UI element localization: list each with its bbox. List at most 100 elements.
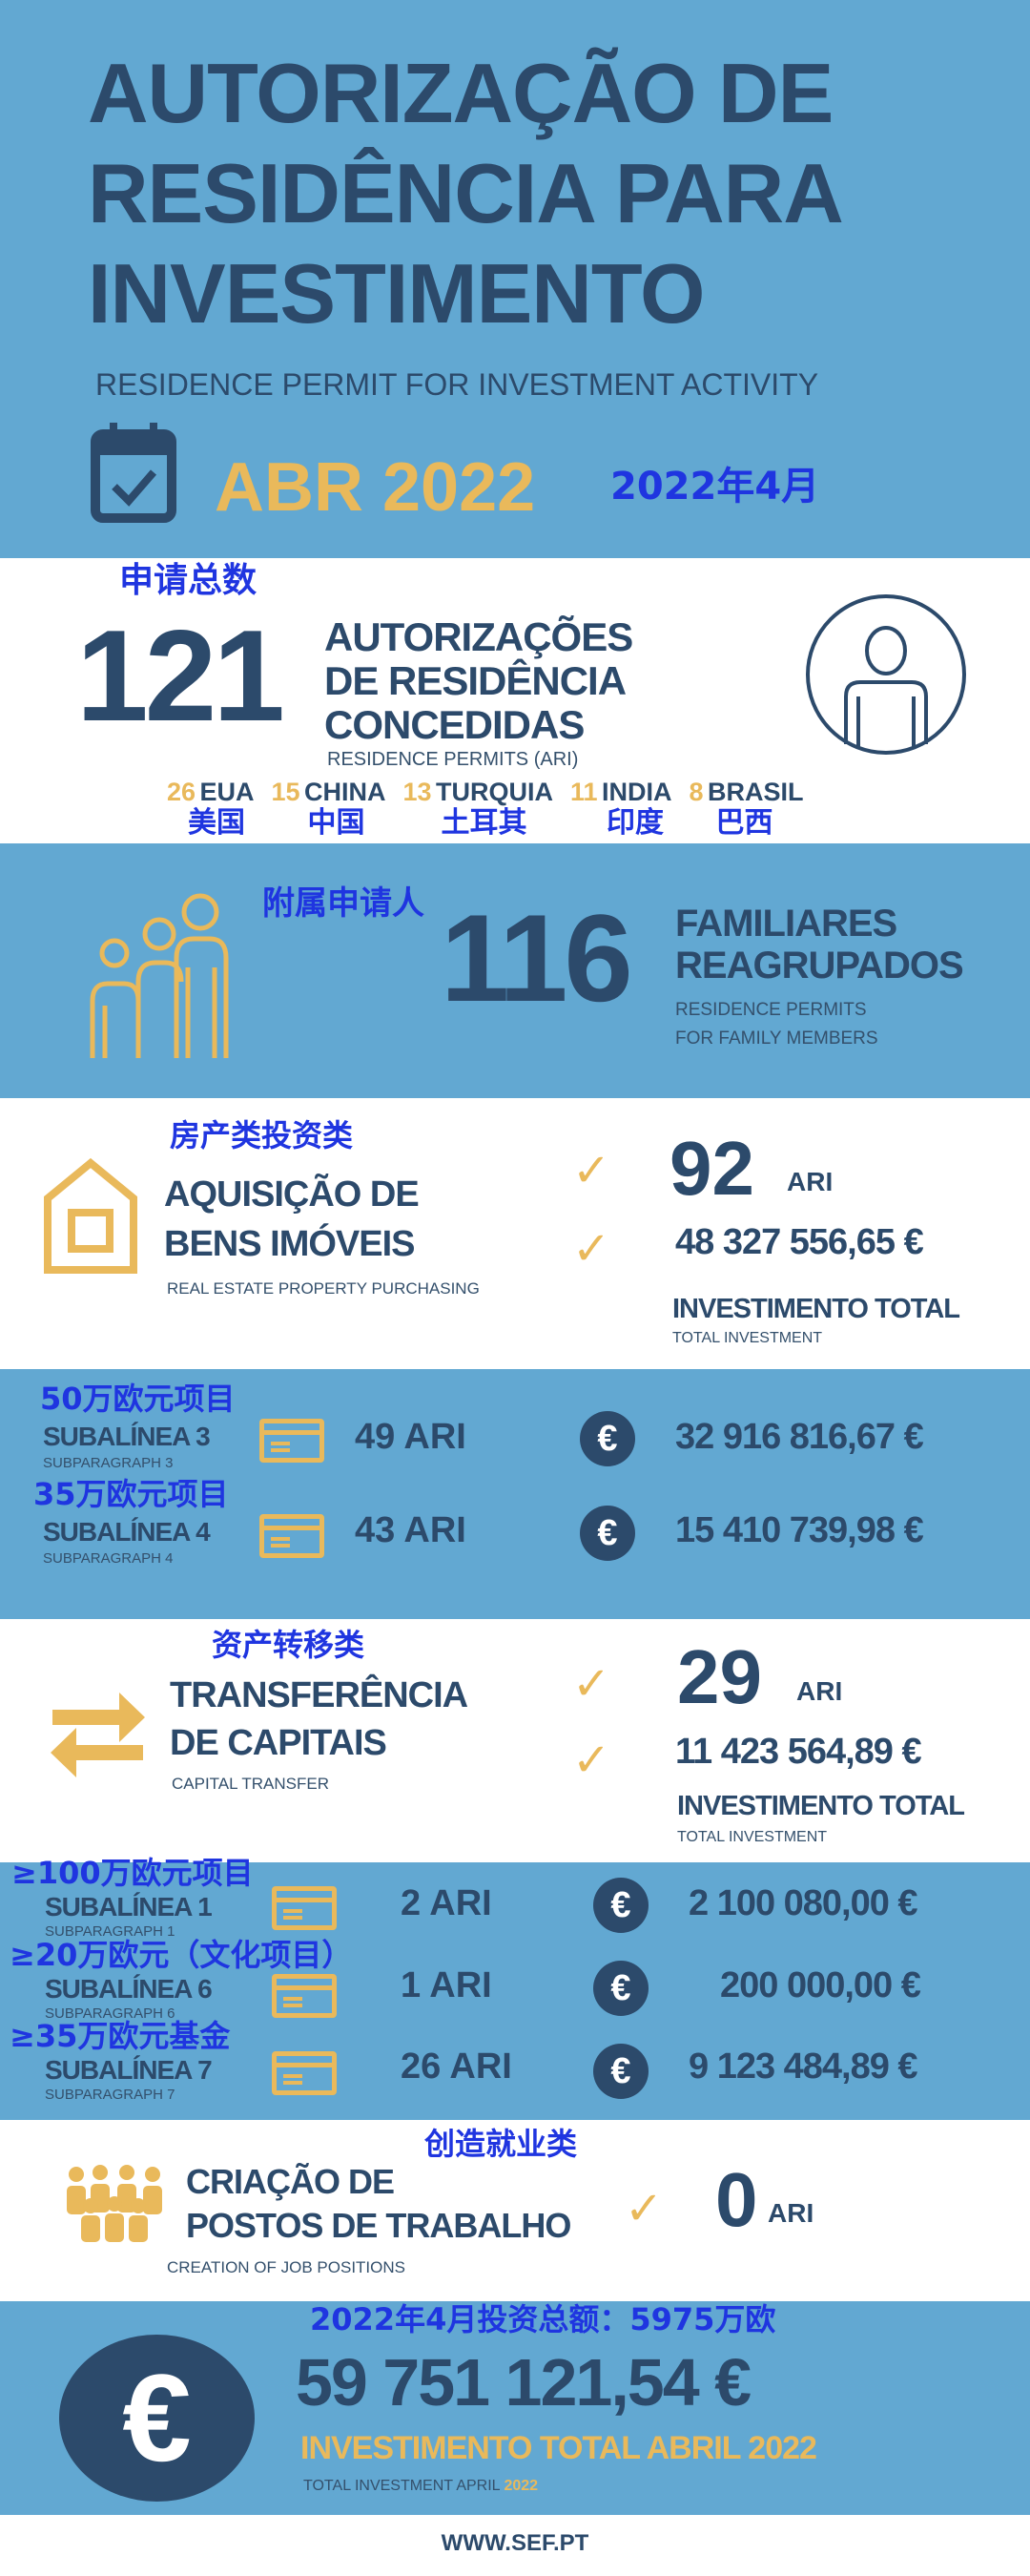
row-name: SUBALÍNEA 6 [45,1974,213,2004]
euro-icon: € [593,1961,649,2016]
capital-title: TRANSFERÊNCIA DE CAPITAIS [170,1672,468,1767]
family-section: 附属申请人 116 FAMILIARES REAGRUPADOS RESIDEN… [0,843,1030,1098]
capital-cn-label: 资产转移类 [212,1627,365,1663]
total-sub-text: TOTAL INVESTMENT APRIL [303,2478,500,2494]
row-amount: 2 100 080,00 € [689,1883,918,1923]
title-line: RESIDÊNCIA PARA [88,146,844,240]
title-line: AUTORIZAÇÕES [324,614,633,659]
card-icon [272,1974,337,2018]
capital-subtitle: CAPITAL TRANSFER [172,1775,329,1793]
title-line: AQUISIÇÃO DE [164,1174,420,1215]
permits-title: AUTORIZAÇÕES DE RESIDÊNCIA CONCEDIDAS [324,614,633,747]
real-estate-section: 房产类投资类 AQUISIÇÃO DE BENS IMÓVEIS REAL ES… [0,1098,1030,1369]
family-total: 116 [441,888,633,1028]
capital-subparagraphs: ≥100万欧元项目 SUBALÍNEA 1 SUBPARAGRAPH 1 2 A… [0,1856,1030,2120]
check-icon: ✓ [625,2184,664,2234]
title-line: CRIAÇÃO DE [186,2162,395,2201]
real-estate-subparagraphs: 50万欧元项目 SUBALÍNEA 3 SUBPARAGRAPH 3 49 AR… [0,1369,1030,1619]
row-name: SUBALÍNEA 7 [45,2055,213,2085]
country-list: 26 EUA 美国 15 CHINA 中国 13 TURQUIA 土耳其 11 IND… [167,778,804,839]
row-sub: SUBPARAGRAPH 1 [45,1923,175,1940]
title-line: FAMILIARES [675,903,897,945]
family-icon [81,891,253,1068]
row-name: SUBALÍNEA 3 [43,1422,211,1451]
row-ari: 49 ARI [355,1417,466,1457]
total-amount: 59 751 121,54 € [296,2345,752,2420]
country-cn: 印度 [607,806,665,840]
total-investment-label: INVESTIMENTO TOTAL [672,1294,960,1324]
country-count: 11 [570,778,598,806]
people-group-icon [62,2163,167,2249]
country-name: EUA [199,778,255,806]
row-sub: SUBPARAGRAPH 6 [45,2005,175,2022]
footer-url[interactable]: WWW.SEF.PT [441,2530,589,2556]
permits-section: 申请总数 121 AUTORIZAÇÕES DE RESIDÊNCIA CONC… [0,558,1030,843]
family-cn-label: 附属申请人 [262,884,424,923]
real-estate-cn-label: 房产类投资类 [170,1117,354,1153]
country-name: BRASIL [708,778,804,806]
row-cn-label: ≥100万欧元项目 [11,1855,254,1891]
row-ari: 43 ARI [355,1510,466,1550]
check-icon: ✓ [572,1224,611,1275]
calendar-check-icon [91,391,176,534]
capital-count: 29 [677,1634,762,1719]
row-cn-label: ≥35万欧元基金 [10,2018,231,2054]
title-line: DE CAPITAIS [170,1723,387,1763]
row-name: SUBALÍNEA 4 [43,1517,211,1547]
row-amount: 9 123 484,89 € [689,2046,918,2087]
total-label: INVESTIMENTO TOTAL ABRIL 2022 [300,2430,817,2466]
total-investment-sub: TOTAL INVESTMENT [677,1829,828,1845]
real-estate-subtitle: REAL ESTATE PROPERTY PURCHASING [167,1279,480,1298]
title-line: POSTOS DE TRABALHO [186,2206,571,2245]
euro-icon: € [59,2335,255,2502]
country-name: CHINA [304,778,386,806]
euro-icon: € [593,1878,649,1933]
euro-icon: € [580,1506,635,1561]
row-sub: SUBPARAGRAPH 4 [43,1550,174,1567]
card-icon [259,1514,324,1558]
title-line: CONCEDIDAS [324,702,585,747]
subtitle-line: FOR FAMILY MEMBERS [675,1028,878,1049]
capital-transfer-section: 资产转移类 TRANSFERÊNCIA DE CAPITAIS CAPITAL … [0,1619,1030,1862]
title-line: AUTORIZAÇÃO DE [88,46,834,140]
family-subtitle: RESIDENCE PERMITS FOR FAMILY MEMBERS [675,996,878,1053]
card-icon [272,2051,337,2095]
report-month: ABR 2022 [215,449,536,526]
permits-subtitle: RESIDENCE PERMITS (ARI) [327,749,579,770]
report-month-cn: 2022年4月 [610,465,820,509]
row-ari: 1 ARI [401,1965,492,2005]
row-amount: 32 916 816,67 € [675,1417,924,1457]
row-cn-label: ≥20万欧元（文化项目） [10,1937,353,1973]
card-icon [259,1419,324,1463]
header-section: AUTORIZAÇÃO DE RESIDÊNCIA PARA INVESTIME… [0,0,1030,558]
check-icon: ✓ [572,1146,611,1196]
title-line: DE RESIDÊNCIA [324,658,627,703]
family-title: FAMILIARES REAGRUPADOS [675,903,964,987]
total-cn-label: 2022年4月投资总额：5975万欧 [310,2301,776,2337]
row-cn-label: 35万欧元项目 [33,1476,229,1512]
row-sub: SUBPARAGRAPH 3 [43,1455,174,1471]
jobs-count: 0 [715,2157,758,2242]
check-icon: ✓ [572,1735,611,1786]
subtitle-line: RESIDENCE PERMITS [675,1000,867,1020]
jobs-subtitle: CREATION OF JOB POSITIONS [167,2258,405,2276]
row-name: SUBALÍNEA 1 [45,1892,213,1922]
row-ari: 2 ARI [401,1883,492,1923]
row-cn-label: 50万欧元项目 [40,1381,236,1417]
country-name: TURQUIA [436,778,554,806]
total-sub: TOTAL INVESTMENT APRIL 2022 [303,2478,538,2495]
real-estate-count: 92 [670,1126,754,1211]
country-name: INDIA [602,778,672,806]
country-cn: 中国 [307,806,365,840]
unit-label: ARI [787,1167,834,1196]
permits-total: 121 [76,603,285,748]
country-count: 13 [402,778,432,806]
job-creation-section: 创造就业类 CRIAÇÃO DE POSTOS DE TRABALHO CREA… [0,2120,1030,2301]
country-count: 15 [271,778,300,806]
person-circle-icon [803,592,970,763]
title-line: INVESTIMENTO [88,246,705,341]
jobs-title: CRIAÇÃO DE POSTOS DE TRABALHO [186,2160,571,2248]
country-count: 8 [689,778,704,806]
country-item: 13 TURQUIA 土耳其 [403,778,554,839]
permits-cn-label: 申请总数 [119,561,258,600]
